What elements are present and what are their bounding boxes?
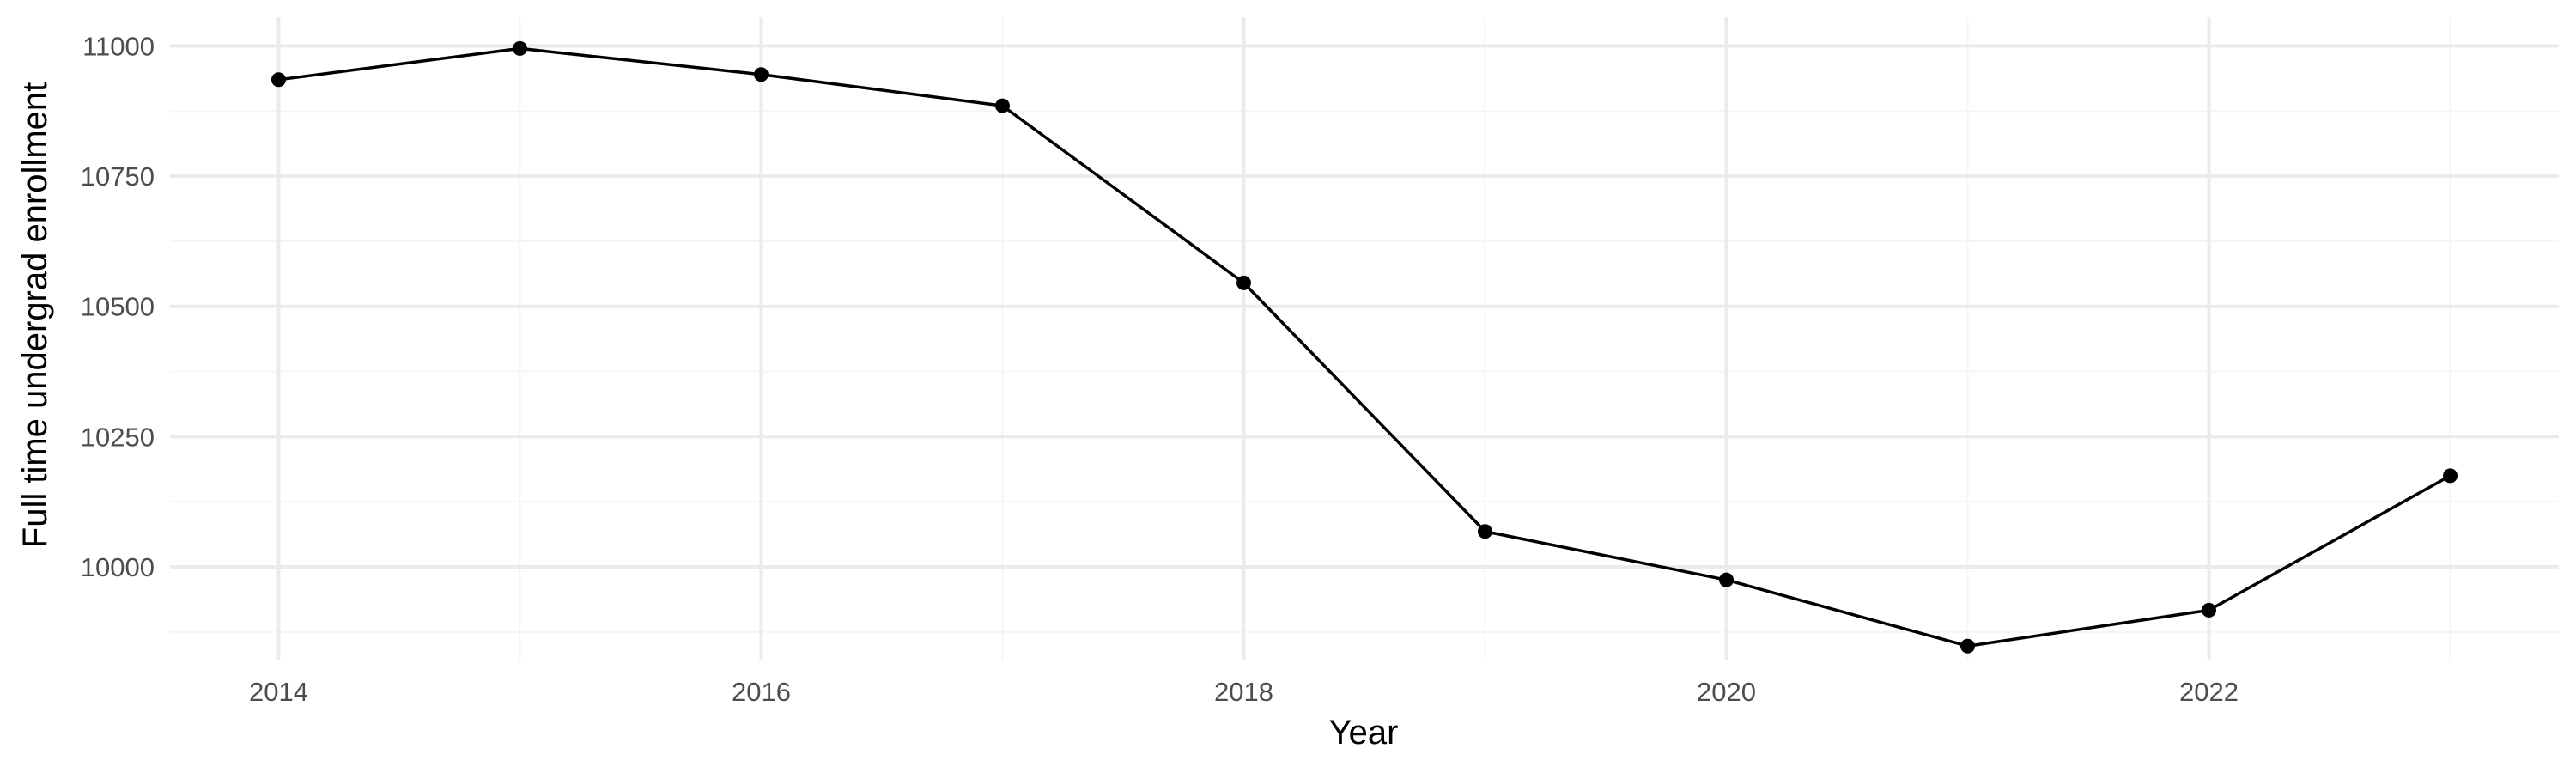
data-point: [512, 40, 527, 56]
x-tick-label: 2014: [249, 677, 308, 707]
major-gridlines: [170, 17, 2559, 660]
data-point: [2202, 602, 2217, 618]
data-point: [270, 72, 286, 88]
minor-gridlines: [170, 17, 2559, 660]
y-tick-label: 11000: [82, 31, 155, 61]
y-tick-label: 10250: [81, 422, 155, 452]
y-tick-label: 10750: [81, 161, 155, 192]
x-tick-label: 2016: [732, 677, 791, 707]
data-series: [270, 40, 2458, 654]
data-point: [994, 98, 1010, 113]
x-tick-label: 2018: [1214, 677, 1273, 707]
data-point: [1478, 524, 1493, 539]
data-point: [2443, 468, 2458, 484]
data-point: [1236, 275, 1251, 290]
data-point: [753, 67, 769, 82]
y-axis-tick-labels: 10000 10250 10500 10750 11000: [81, 31, 155, 582]
data-point: [1719, 572, 1735, 587]
data-point: [1960, 638, 1976, 654]
series-line: [278, 46, 2451, 648]
x-axis-tick-labels: 2014 2016 2018 2020 2022: [249, 677, 2239, 707]
y-tick-label: 10500: [81, 292, 155, 322]
y-axis-title: Full time undergrad enrollment: [16, 82, 54, 548]
y-tick-label: 10000: [81, 552, 155, 582]
x-tick-label: 2020: [1697, 677, 1756, 707]
x-axis-title: Year: [1329, 714, 1399, 752]
x-tick-label: 2022: [2179, 677, 2239, 707]
